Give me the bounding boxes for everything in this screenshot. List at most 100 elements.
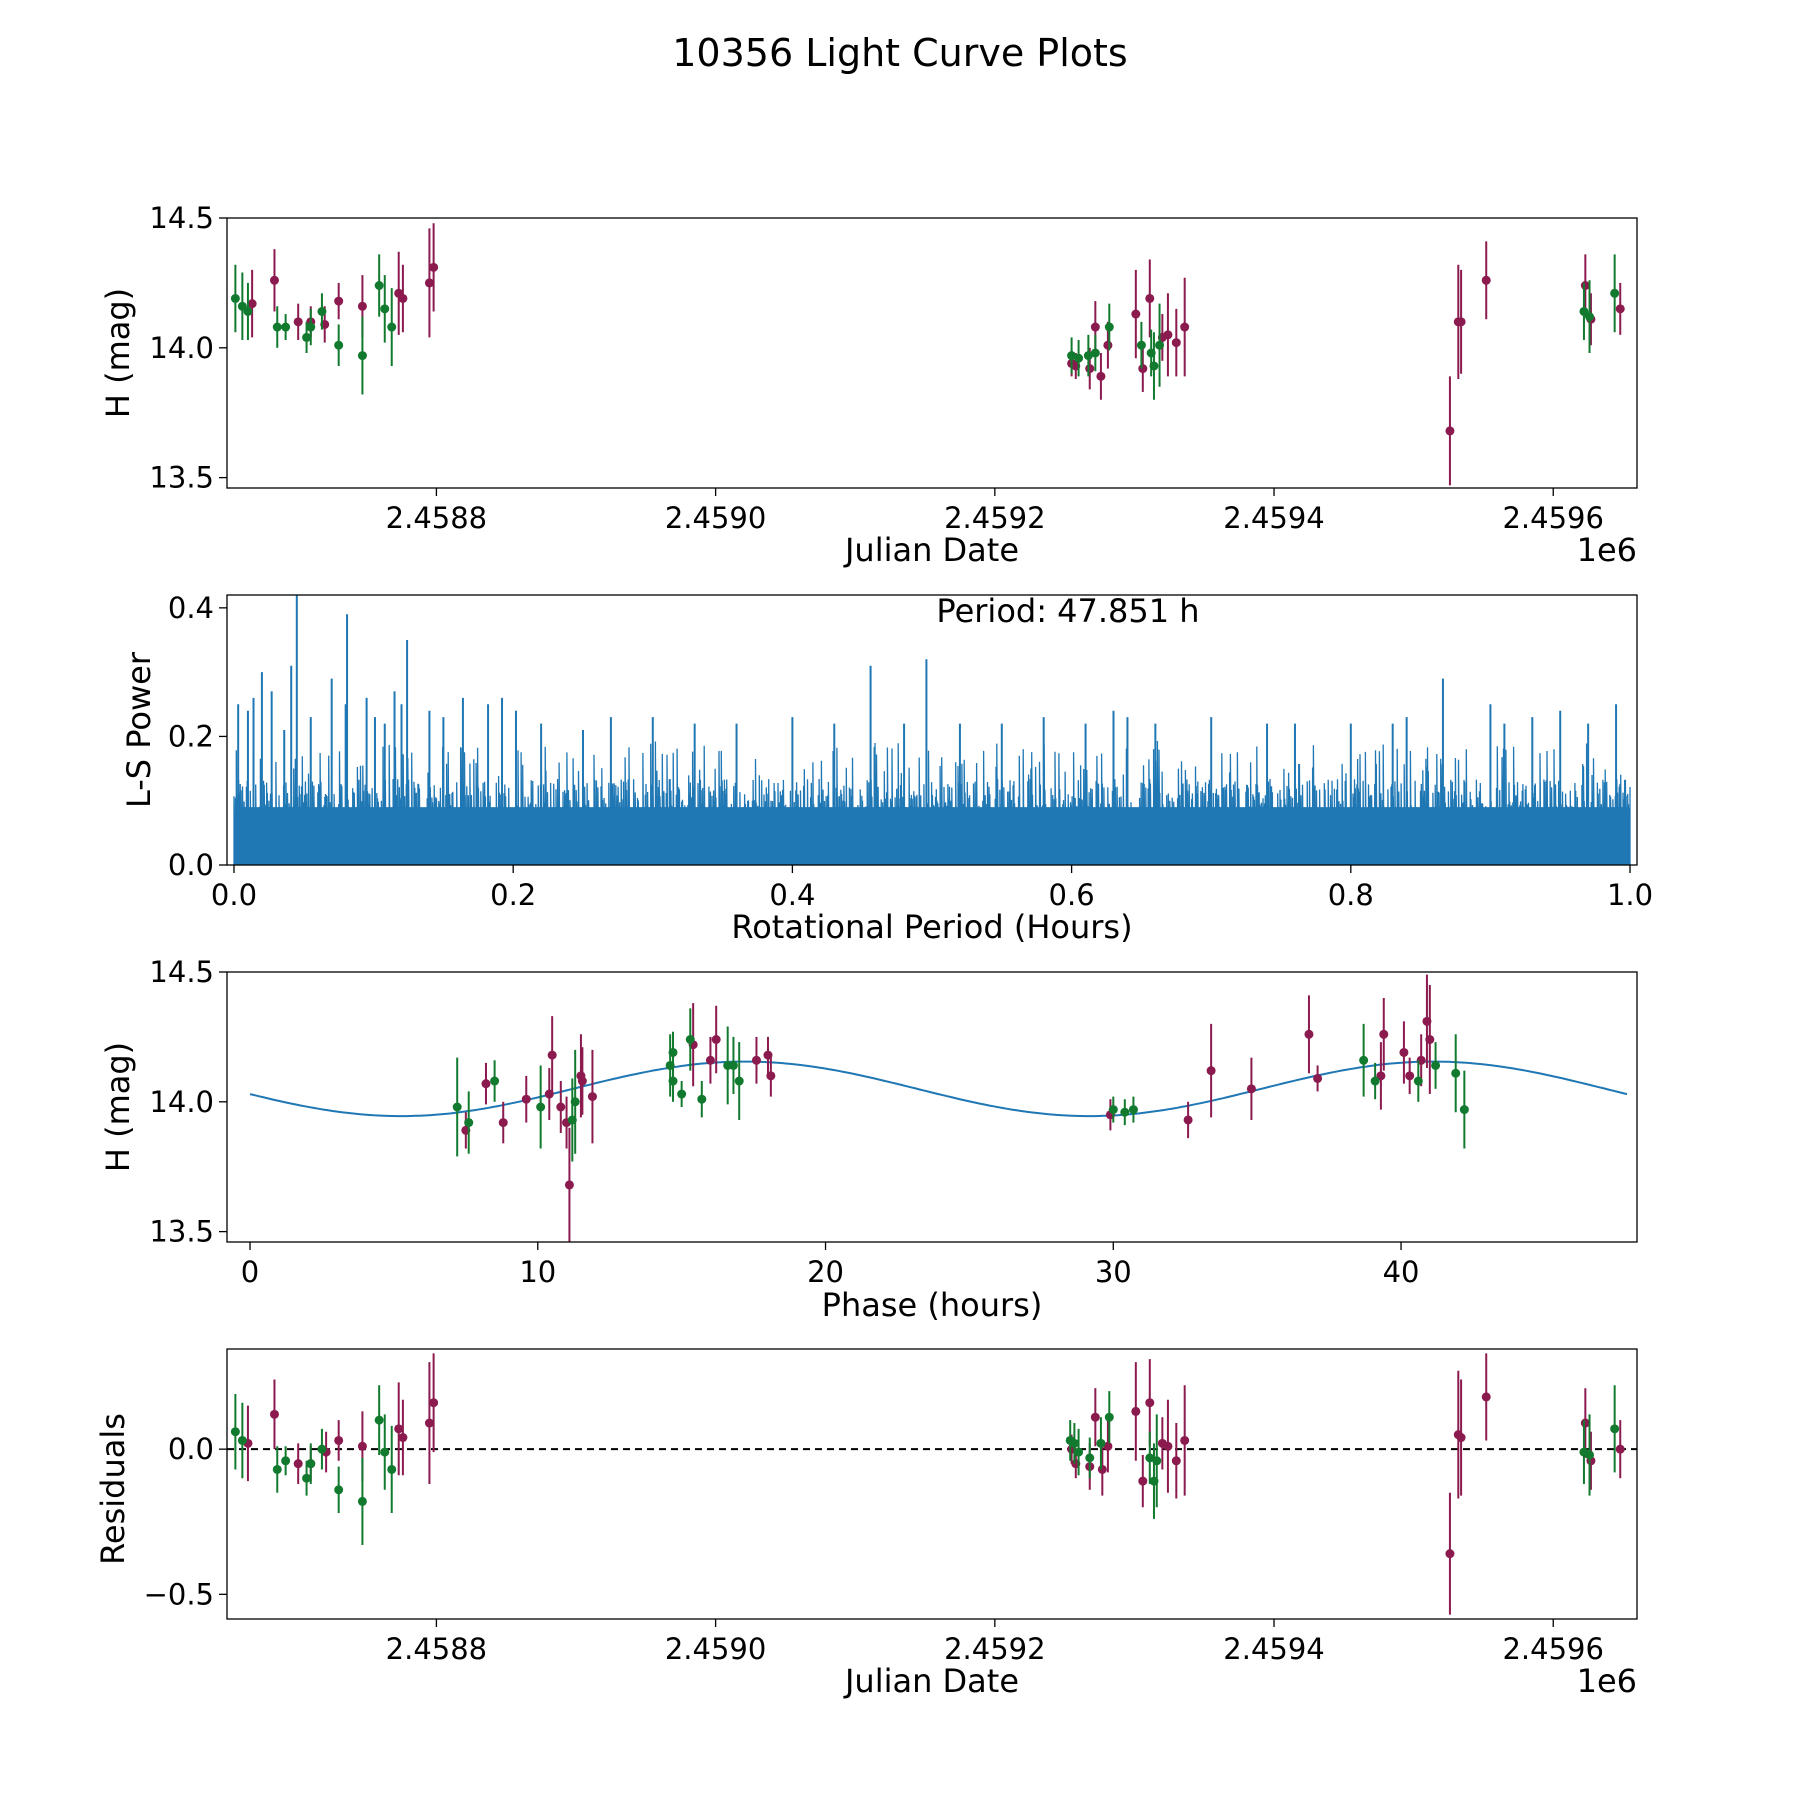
residuals-point-maroon: [1131, 1406, 1141, 1416]
phased-point-maroon: [1399, 1047, 1409, 1057]
residuals-x-ticks: 2.4588 2.4590 2.4592 2.4594 2.4596: [386, 1619, 1604, 1666]
lightcurve-point-green: [387, 322, 397, 332]
phased-point-green: [697, 1094, 707, 1104]
residuals-y-ticks: −0.5 0.0: [144, 1432, 227, 1611]
lightcurve-point-green: [1083, 351, 1093, 361]
residuals-point-green: [1069, 1438, 1079, 1448]
residuals-point-maroon: [394, 1424, 404, 1434]
residuals-point-maroon: [334, 1435, 344, 1445]
phased-point-maroon: [1206, 1066, 1216, 1076]
residuals-point-maroon: [1481, 1392, 1491, 1402]
residuals-point-green: [281, 1456, 291, 1466]
residuals-point-green: [334, 1485, 344, 1495]
residuals-point-maroon: [1180, 1435, 1190, 1445]
periodogram-x-tick-label: 1.0: [1607, 878, 1653, 912]
periodogram-y-label: L-S Power: [120, 651, 158, 808]
phased-point-maroon: [521, 1094, 531, 1104]
periodogram-y-tick-label: 0.0: [168, 848, 214, 882]
lightcurve-panel: 2.4588 2.4590 2.4592 2.4594 2.4596 13.514.01…: [99, 201, 1638, 569]
phased-panel: 0 10 20 30 40 13.5 14.0 14.5 Phase (hours) H (…: [99, 955, 1638, 1324]
periodogram-y-tick-label: 0.4: [168, 591, 214, 625]
residuals-point-maroon: [1456, 1433, 1466, 1443]
phased-point-maroon: [711, 1035, 721, 1044]
residuals-point-green: [387, 1464, 397, 1474]
lightcurve-point-green: [1610, 288, 1620, 298]
residuals-point-green: [1152, 1456, 1162, 1466]
lightcurve-point-maroon: [269, 275, 279, 285]
phased-y-tick-label: 13.5: [149, 1215, 214, 1249]
lightcurve-point-maroon: [1580, 281, 1590, 290]
phased-point-green: [734, 1076, 744, 1086]
phased-point-green: [490, 1076, 500, 1086]
lightcurve-point-maroon: [1615, 304, 1625, 314]
residuals-point-maroon: [1138, 1476, 1148, 1486]
phased-point-maroon: [1425, 1035, 1435, 1044]
residuals-x-label: Julian Date: [843, 1662, 1019, 1700]
residuals-point-maroon: [1580, 1418, 1590, 1428]
residuals-point-maroon: [1097, 1464, 1107, 1474]
lightcurve-point-maroon: [1145, 293, 1155, 303]
residuals-y-tick-label: 0.0: [168, 1432, 214, 1466]
lightcurve-y-label: H (mag): [99, 288, 137, 418]
phased-point-green: [1459, 1105, 1469, 1115]
residuals-point-green: [1104, 1412, 1114, 1422]
phased-point-maroon: [556, 1102, 566, 1112]
residuals-point-green: [1610, 1424, 1620, 1434]
phased-point-green: [1413, 1076, 1423, 1086]
lightcurve-point-green: [1074, 353, 1084, 363]
residuals-point-maroon: [357, 1441, 367, 1451]
residuals-x-tick-label: 2.4596: [1502, 1632, 1603, 1666]
periodogram-x-ticks: 0.0 0.2 0.4 0.6 0.8 1.0: [211, 865, 1653, 912]
periodogram-noise-floor: [236, 807, 1628, 865]
lightcurve-point-green: [281, 322, 291, 332]
residuals-point-maroon: [1103, 1441, 1113, 1451]
residuals-point-green: [306, 1459, 316, 1469]
lightcurve-x-offset: 1e6: [1577, 531, 1637, 569]
lightcurve-point-green: [306, 322, 316, 332]
lightcurve-x-tick-label: 2.4588: [386, 501, 487, 535]
phased-point-maroon: [766, 1071, 776, 1081]
phased-point-maroon: [1379, 1029, 1389, 1039]
phased-point-green: [1108, 1105, 1118, 1115]
phased-point-green: [1370, 1076, 1380, 1086]
phased-point-green: [570, 1097, 580, 1107]
residuals-point-green: [1096, 1438, 1106, 1448]
phased-point-maroon: [564, 1180, 574, 1190]
lightcurve-point-maroon: [247, 299, 257, 309]
residuals-x-tick-label: 2.4594: [1223, 1632, 1324, 1666]
lightcurve-point-maroon: [1096, 371, 1106, 381]
residuals-point-green: [1074, 1447, 1084, 1457]
phased-y-ticks: 13.5 14.0 14.5: [149, 955, 227, 1249]
residuals-point-green: [1145, 1453, 1155, 1463]
lightcurve-x-label: Julian Date: [843, 531, 1019, 569]
phased-point-maroon: [1304, 1029, 1314, 1039]
residuals-point-maroon: [429, 1398, 439, 1408]
lightcurve-point-maroon: [1090, 322, 1100, 332]
phased-x-tick-label: 20: [807, 1255, 844, 1289]
residuals-marks: [227, 1353, 1637, 1615]
phased-point-maroon: [751, 1055, 761, 1065]
lightcurve-point-maroon: [357, 301, 367, 311]
phased-x-ticks: 0 10 20 30 40: [241, 1242, 1419, 1289]
residuals-point-green: [1585, 1450, 1595, 1460]
residuals-x-tick-label: 2.4588: [386, 1632, 487, 1666]
lightcurve-point-maroon: [334, 296, 344, 306]
lightcurve-point-green: [380, 304, 390, 314]
residuals-point-green: [380, 1447, 390, 1457]
residuals-y-label: Residuals: [94, 1413, 132, 1565]
figure-title: 10356 Light Curve Plots: [672, 31, 1127, 75]
lightcurve-point-green: [1067, 351, 1077, 361]
phased-point-green: [685, 1035, 695, 1044]
lightcurve-point-green: [272, 322, 282, 332]
residuals-point-green: [317, 1444, 327, 1454]
phased-model-curve: [249, 1060, 1628, 1118]
lightcurve-point-maroon: [1481, 275, 1491, 285]
lightcurve-point-green: [317, 306, 327, 316]
periodogram-x-tick-label: 0.2: [490, 878, 536, 912]
residuals-x-offset: 1e6: [1577, 1662, 1637, 1700]
phased-point-green: [668, 1047, 678, 1057]
residuals-point-maroon: [1615, 1444, 1625, 1454]
residuals-point-maroon: [1145, 1398, 1155, 1408]
